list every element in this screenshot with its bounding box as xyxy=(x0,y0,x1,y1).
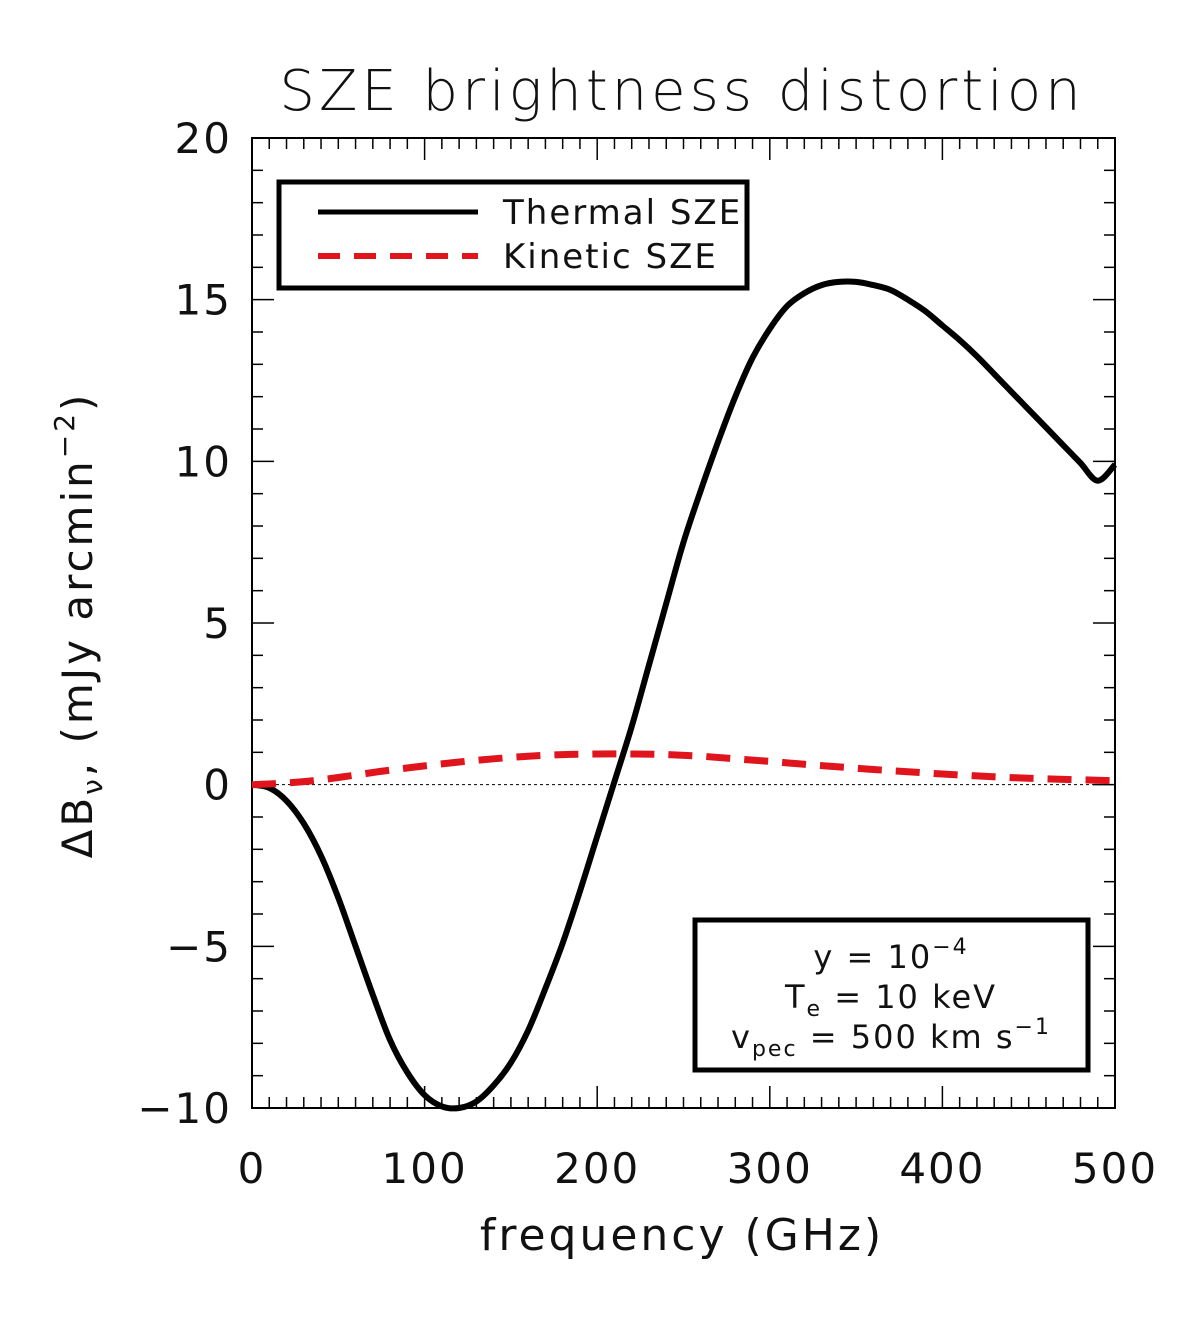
y-tick-labels: −10 −5 0 5 10 15 20 xyxy=(137,114,232,1133)
parameter-annotation: y = 10−4 Te = 10 keV vpec = 500 km s−1 xyxy=(692,917,1091,1073)
series-line-thermal xyxy=(251,278,1118,1112)
chart-title: SZE brightness distortion xyxy=(279,59,1084,124)
y-axis-label-main: ΔB xyxy=(53,795,102,859)
y-axis-label-sup: −2 xyxy=(48,411,81,458)
y-tick-label: 15 xyxy=(175,276,232,325)
x-tick-label: 0 xyxy=(238,1144,267,1193)
x-tick-label: 400 xyxy=(899,1144,985,1193)
y-axis-label-tail: , (mJy arcmin xyxy=(53,458,102,776)
legend-label-thermal: Thermal SZE xyxy=(502,193,742,233)
annotation-line-vpec: vpec = 500 km s−1 xyxy=(731,1015,1051,1062)
legend: Thermal SZE Kinetic SZE xyxy=(276,179,750,291)
x-tick-labels: 0 100 200 300 400 500 xyxy=(238,1144,1158,1193)
major-ticks xyxy=(251,137,1116,1109)
y-tick-label: 20 xyxy=(175,114,232,163)
legend-box xyxy=(276,179,750,291)
y-tick-label: −5 xyxy=(166,922,232,971)
y-tick-label: −10 xyxy=(137,1084,232,1133)
y-tick-label: 5 xyxy=(203,599,232,648)
minor-ticks xyxy=(252,138,1115,1108)
y-axis-label-close: ) xyxy=(53,392,102,411)
y-tick-label: 10 xyxy=(175,437,232,486)
x-tick-label: 500 xyxy=(1072,1144,1158,1193)
x-tick-label: 200 xyxy=(554,1144,640,1193)
x-tick-label: 300 xyxy=(727,1144,813,1193)
x-axis-label: frequency (GHz) xyxy=(480,1210,884,1261)
series-line-kinetic xyxy=(251,750,1116,789)
series-group xyxy=(251,278,1118,1112)
annotation-line-y: y = 10−4 xyxy=(813,935,968,976)
annotation-line-te: Te = 10 keV xyxy=(784,978,997,1022)
y-axis-label-sub: ν xyxy=(76,776,109,795)
y-tick-label: 0 xyxy=(203,761,232,810)
annotation-box xyxy=(692,917,1091,1073)
y-axis-label: ΔBν, (mJy arcmin−2) xyxy=(48,392,109,859)
legend-label-kinetic: Kinetic SZE xyxy=(503,237,718,277)
x-tick-label: 100 xyxy=(382,1144,468,1193)
